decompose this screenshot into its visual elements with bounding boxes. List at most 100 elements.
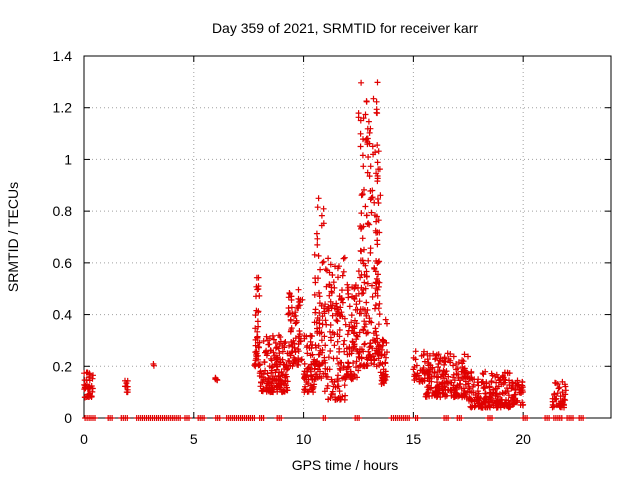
data-point — [309, 351, 316, 358]
data-point — [475, 382, 482, 389]
data-point — [339, 287, 345, 294]
data-point — [327, 334, 334, 341]
data-point — [309, 333, 315, 339]
x-axis-label: GPS time / hours — [292, 457, 399, 473]
data-point — [186, 415, 192, 421]
plot-frame — [83, 55, 612, 419]
data-point — [461, 367, 468, 374]
y-tick-label: 1.4 — [53, 48, 73, 64]
data-point — [340, 268, 347, 275]
data-point — [426, 375, 433, 382]
data-point — [279, 348, 286, 355]
data-point — [311, 251, 318, 258]
data-point — [474, 379, 481, 386]
data-point — [353, 336, 360, 343]
data-point — [356, 362, 363, 369]
data-point — [373, 213, 380, 220]
data-point — [363, 310, 370, 317]
x-tick-label: 0 — [80, 431, 88, 447]
data-point — [253, 293, 259, 300]
data-point — [307, 382, 314, 389]
data-point — [361, 186, 367, 193]
data-point — [314, 241, 321, 248]
data-point — [327, 298, 334, 305]
data-point — [367, 353, 374, 360]
data-point — [309, 386, 316, 393]
data-point — [557, 404, 564, 411]
data-point — [295, 286, 302, 293]
data-point — [254, 318, 261, 325]
data-point — [496, 377, 503, 384]
data-point — [318, 222, 325, 229]
data-point — [351, 284, 358, 291]
data-point — [481, 384, 488, 390]
data-point — [289, 363, 296, 370]
data-point — [512, 386, 519, 393]
data-points — [81, 79, 587, 421]
data-point — [276, 350, 283, 357]
data-point — [324, 374, 331, 380]
data-point — [288, 339, 295, 345]
data-point — [480, 371, 487, 378]
data-point — [367, 245, 374, 252]
data-point — [295, 303, 302, 309]
data-point — [212, 376, 219, 383]
data-point — [310, 383, 317, 390]
data-point — [456, 381, 463, 388]
data-point — [417, 376, 424, 383]
data-point — [384, 320, 390, 327]
data-point — [253, 307, 260, 314]
data-point — [82, 382, 89, 389]
data-point — [297, 338, 304, 345]
data-point — [380, 376, 387, 383]
data-point — [274, 354, 281, 361]
data-point — [443, 368, 450, 375]
data-point — [350, 360, 357, 366]
data-point — [493, 379, 500, 386]
data-point — [286, 358, 293, 365]
data-point — [378, 346, 385, 353]
data-point — [562, 397, 569, 404]
data-point — [431, 369, 438, 376]
data-point — [380, 370, 387, 377]
data-point — [570, 415, 576, 421]
data-point — [342, 392, 349, 399]
data-point — [338, 309, 345, 316]
data-point — [321, 388, 328, 395]
data-point — [461, 351, 468, 358]
data-point — [427, 385, 434, 392]
data-point — [253, 274, 260, 281]
data-point — [368, 319, 375, 326]
data-point — [378, 352, 385, 358]
data-point — [268, 364, 275, 371]
data-point — [357, 117, 364, 124]
data-point — [552, 379, 558, 386]
data-point — [485, 399, 492, 406]
y-tick-label: 0.8 — [53, 203, 73, 219]
data-point — [269, 332, 276, 339]
data-point — [505, 392, 512, 399]
data-point — [216, 415, 223, 421]
data-point — [360, 327, 367, 334]
data-point — [425, 362, 432, 369]
data-point — [306, 344, 313, 351]
data-point — [325, 354, 332, 361]
data-point — [329, 378, 336, 385]
x-tick-label: 10 — [296, 431, 312, 447]
data-point — [415, 372, 422, 379]
data-point — [372, 350, 378, 357]
data-point — [358, 346, 365, 353]
data-point — [367, 163, 374, 170]
data-point — [333, 310, 339, 317]
data-point — [319, 259, 326, 266]
data-point — [364, 329, 371, 336]
data-point — [345, 371, 352, 378]
data-point — [474, 388, 481, 395]
data-point — [489, 415, 495, 421]
data-point — [320, 258, 327, 265]
data-point — [124, 415, 131, 421]
data-point — [312, 371, 319, 378]
data-point — [373, 347, 380, 354]
data-point — [327, 348, 334, 354]
data-point — [452, 389, 459, 396]
